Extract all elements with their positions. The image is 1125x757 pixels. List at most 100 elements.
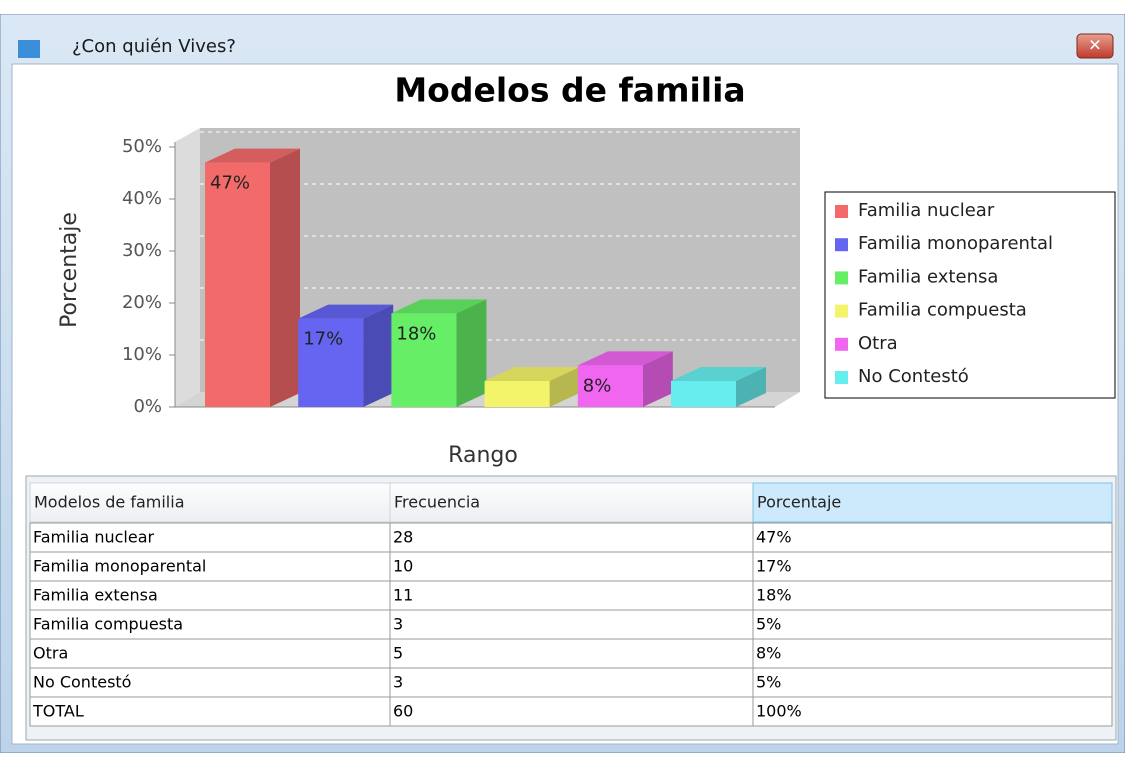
x-axis-label: Rango (448, 443, 518, 468)
bar-top (205, 148, 300, 163)
y-tick-label: 30% (122, 240, 162, 261)
cell (389, 580, 754, 611)
header-label: Frecuencia (394, 493, 480, 512)
bar-top (391, 299, 487, 314)
cell-text: 17% (756, 557, 792, 576)
close-button[interactable] (1076, 33, 1114, 59)
cell-text: 47% (756, 528, 792, 547)
header-cell (29, 482, 391, 523)
header-cell (752, 482, 1113, 523)
cell-text: 18% (756, 586, 792, 605)
bar-top-shade (484, 367, 580, 381)
bar (205, 162, 270, 407)
header-label: Porcentaje (757, 493, 841, 512)
y-tick-label: 40% (122, 188, 162, 209)
bar-top (577, 351, 673, 366)
bar-side (642, 351, 673, 407)
cell (389, 638, 754, 669)
legend-label: Familia extensa (858, 266, 998, 287)
legend-label: No Contestó (858, 366, 969, 387)
y-tick-label: 20% (122, 292, 162, 313)
cell-text: 5% (756, 615, 781, 634)
legend-label: Familia nuclear (858, 200, 995, 221)
cell (29, 551, 391, 582)
cell (752, 580, 1113, 611)
legend-swatch (835, 238, 848, 252)
cell (389, 667, 754, 698)
bar (298, 318, 364, 407)
cell-text: Otra (33, 644, 68, 663)
legend-swatch (835, 271, 848, 285)
cell-text: Familia nuclear (33, 528, 155, 547)
cell (29, 696, 391, 727)
cell-text: TOTAL (32, 702, 84, 721)
left-wall (175, 128, 200, 407)
bar-side (736, 367, 766, 407)
data-label: 47% (210, 173, 250, 194)
cell (752, 667, 1113, 698)
cell (752, 609, 1113, 640)
window-icon (18, 40, 40, 58)
cell-text: 28 (393, 528, 413, 547)
cell (752, 638, 1113, 669)
bar-side-shade (549, 367, 580, 407)
bar-top-shade (391, 299, 487, 314)
bar (391, 313, 457, 407)
cell-text: 11 (393, 586, 413, 605)
cell (29, 522, 391, 553)
cell-text: 10 (393, 557, 413, 576)
cell-text: 5% (756, 673, 781, 692)
bar-top-shade (577, 351, 673, 366)
bar-side-shade (456, 299, 487, 407)
bar-side (363, 304, 394, 407)
legend-label: Familia monoparental (858, 233, 1053, 254)
bar-top-shade (298, 304, 394, 319)
legend-swatch (835, 337, 848, 351)
legend-swatch (835, 304, 848, 318)
bar (484, 381, 550, 407)
header-label: Modelos de familia (34, 493, 185, 512)
cell (29, 667, 391, 698)
chart-title: Modelos de familia (394, 71, 745, 110)
close-icon[interactable]: ✕ (1088, 36, 1101, 55)
bar (577, 365, 643, 407)
bar-side (270, 148, 300, 407)
cell (389, 696, 754, 727)
cell (389, 522, 754, 553)
y-tick-label: 50% (122, 136, 162, 157)
cell (389, 609, 754, 640)
cell-text: Familia extensa (33, 586, 158, 605)
cell-text: 100% (756, 702, 802, 721)
cell (752, 551, 1113, 582)
bar-side-shade (270, 148, 300, 407)
data-label: 17% (303, 329, 343, 350)
cell-text: 8% (756, 644, 781, 663)
cell-text: Familia compuesta (33, 615, 183, 634)
y-tick-label: 0% (133, 396, 162, 417)
bar-top (671, 367, 766, 381)
y-axis-label: Porcentaje (57, 212, 82, 328)
cell-text: 3 (393, 673, 403, 692)
cell-text: No Contestó (33, 673, 131, 692)
legend (824, 191, 1116, 399)
cell (752, 522, 1113, 553)
bar (671, 381, 736, 407)
data-label: 8% (583, 375, 612, 396)
bar-side-shade (363, 304, 394, 407)
header-cell (389, 482, 754, 523)
top-strip (0, 0, 1125, 14)
y-tick-label: 10% (122, 344, 162, 365)
bar-top (298, 304, 394, 319)
cell-text: 60 (393, 702, 413, 721)
bar-side (456, 299, 487, 407)
cell-text: 5 (393, 644, 403, 663)
cell (389, 551, 754, 582)
bar-side-shade (736, 367, 766, 407)
window-title: ¿Con quién Vives? (72, 36, 236, 57)
cell-text: Familia monoparental (33, 557, 206, 576)
bar-top (484, 367, 580, 381)
bar-top-shade (205, 148, 300, 163)
cell-text: 3 (393, 615, 403, 634)
cell (752, 696, 1113, 727)
